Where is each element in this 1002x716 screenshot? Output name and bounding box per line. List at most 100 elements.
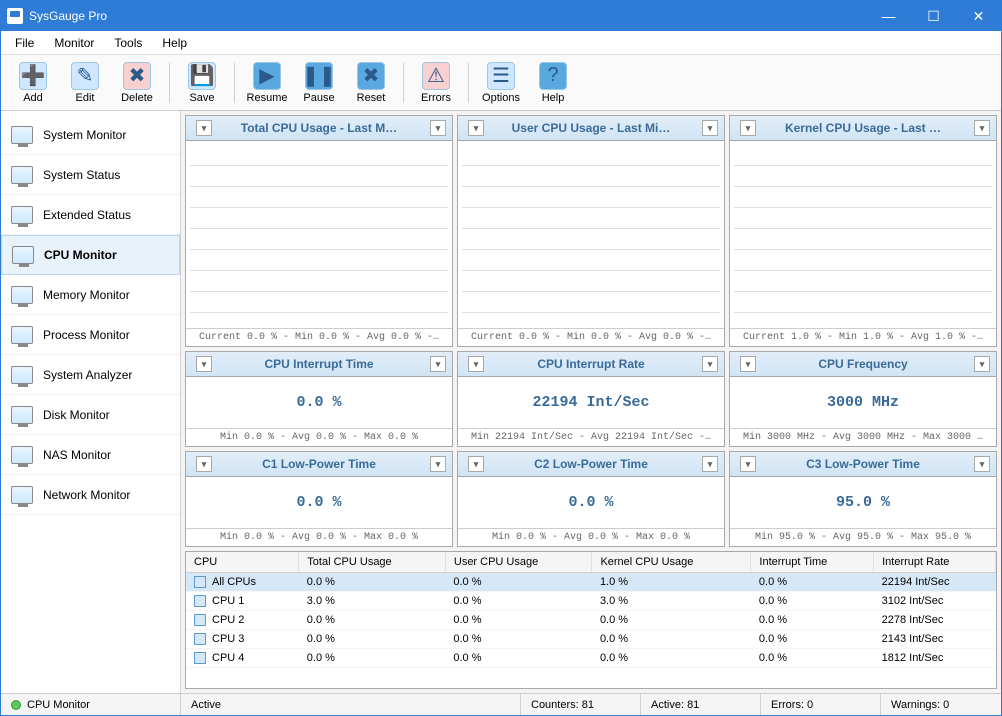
- panel-title: CPU Interrupt Time: [212, 357, 426, 371]
- panel-title: C3 Low-Power Time: [756, 457, 970, 471]
- delete-button[interactable]: ✖Delete: [111, 57, 163, 109]
- table-cell: CPU 2: [186, 611, 299, 630]
- memory-monitor-icon: [11, 286, 33, 304]
- edit-button[interactable]: ✎Edit: [59, 57, 111, 109]
- table-cell: 3102 Int/Sec: [874, 592, 996, 611]
- panel: ▾User CPU Usage - Last Mi…▾Current 0.0 %…: [457, 115, 725, 347]
- sidebar-item-nas-monitor[interactable]: NAS Monitor: [1, 435, 180, 475]
- cpu-table[interactable]: CPUTotal CPU UsageUser CPU UsageKernel C…: [185, 551, 997, 689]
- reset-button[interactable]: ✖Reset: [345, 57, 397, 109]
- menubar: FileMonitorToolsHelp: [1, 31, 1001, 55]
- pause-button[interactable]: ❚❚Pause: [293, 57, 345, 109]
- table-cell: 3.0 %: [299, 592, 446, 611]
- table-cell: 0.0 %: [592, 630, 751, 649]
- reset-icon: ✖: [357, 62, 385, 90]
- table-cell: 0.0 %: [445, 611, 592, 630]
- sidebar-item-label: System Status: [43, 168, 120, 182]
- status-state: Active: [191, 699, 221, 711]
- panel: ▾C3 Low-Power Time▾95.0 %Min 95.0 % - Av…: [729, 451, 997, 547]
- edit-icon: ✎: [71, 62, 99, 90]
- panel-menu-icon[interactable]: ▾: [196, 456, 212, 472]
- column-header[interactable]: Interrupt Time: [751, 552, 874, 573]
- cpu-icon: [194, 652, 206, 664]
- table-row[interactable]: All CPUs0.0 %0.0 %1.0 %0.0 %22194 Int/Se…: [186, 573, 996, 592]
- panel-menu-icon[interactable]: ▾: [740, 120, 756, 136]
- cpu-icon: [194, 614, 206, 626]
- panel-footer: Min 0.0 % - Avg 0.0 % - Max 0.0 %: [186, 528, 452, 546]
- panel-menu-icon[interactable]: ▾: [740, 456, 756, 472]
- panel-menu-icon[interactable]: ▾: [468, 120, 484, 136]
- panel: ▾CPU Interrupt Time▾0.0 %Min 0.0 % - Avg…: [185, 351, 453, 447]
- panel-dropdown-icon[interactable]: ▾: [430, 120, 446, 136]
- panel-dropdown-icon[interactable]: ▾: [974, 356, 990, 372]
- table-cell: 0.0 %: [592, 649, 751, 668]
- table-cell: 1.0 %: [592, 573, 751, 592]
- help-button[interactable]: ?Help: [527, 57, 579, 109]
- panel-menu-icon[interactable]: ▾: [740, 356, 756, 372]
- table-row[interactable]: CPU 30.0 %0.0 %0.0 %0.0 %2143 Int/Sec: [186, 630, 996, 649]
- column-header[interactable]: Interrupt Rate: [874, 552, 996, 573]
- table-cell: 1812 Int/Sec: [874, 649, 996, 668]
- sidebar-item-system-monitor[interactable]: System Monitor: [1, 115, 180, 155]
- panel-footer: Min 0.0 % - Avg 0.0 % - Max 0.0 %: [186, 428, 452, 446]
- sidebar-item-label: Disk Monitor: [43, 408, 110, 422]
- maximize-button[interactable]: ☐: [911, 1, 956, 31]
- titlebar: SysGauge Pro — ☐ ✕: [1, 1, 1001, 31]
- menu-tools[interactable]: Tools: [104, 34, 152, 52]
- sidebar-item-memory-monitor[interactable]: Memory Monitor: [1, 275, 180, 315]
- errors-button[interactable]: ⚠Errors: [410, 57, 462, 109]
- sidebar-item-process-monitor[interactable]: Process Monitor: [1, 315, 180, 355]
- cpu-monitor-icon: [12, 246, 34, 264]
- column-header[interactable]: Total CPU Usage: [299, 552, 446, 573]
- sidebar-item-disk-monitor[interactable]: Disk Monitor: [1, 395, 180, 435]
- table-row[interactable]: CPU 13.0 %0.0 %3.0 %0.0 %3102 Int/Sec: [186, 592, 996, 611]
- panel-footer: Current 1.0 % - Min 1.0 % - Avg 1.0 % -…: [730, 328, 996, 346]
- resume-button[interactable]: ▶Resume: [241, 57, 293, 109]
- sidebar-item-network-monitor[interactable]: Network Monitor: [1, 475, 180, 515]
- panel-dropdown-icon[interactable]: ▾: [702, 456, 718, 472]
- menu-file[interactable]: File: [5, 34, 44, 52]
- sidebar-item-system-status[interactable]: System Status: [1, 155, 180, 195]
- panel-footer: Min 0.0 % - Avg 0.0 % - Max 0.0 %: [458, 528, 724, 546]
- panel-menu-icon[interactable]: ▾: [468, 356, 484, 372]
- panel-footer: Min 3000 MHz - Avg 3000 MHz - Max 3000 …: [730, 428, 996, 446]
- panel-value: 0.0 %: [458, 477, 724, 528]
- panel-value: 0.0 %: [186, 377, 452, 428]
- table-cell: 0.0 %: [299, 630, 446, 649]
- system-status-icon: [11, 166, 33, 184]
- panel-dropdown-icon[interactable]: ▾: [974, 120, 990, 136]
- panel-menu-icon[interactable]: ▾: [196, 356, 212, 372]
- table-cell: 2143 Int/Sec: [874, 630, 996, 649]
- menu-help[interactable]: Help: [152, 34, 197, 52]
- table-row[interactable]: CPU 20.0 %0.0 %0.0 %0.0 %2278 Int/Sec: [186, 611, 996, 630]
- delete-label: Delete: [121, 92, 153, 104]
- network-monitor-icon: [11, 486, 33, 504]
- options-label: Options: [482, 92, 520, 104]
- statusbar: CPU Monitor Active Counters: 81 Active: …: [1, 693, 1001, 715]
- options-button[interactable]: ☰Options: [475, 57, 527, 109]
- process-monitor-icon: [11, 326, 33, 344]
- menu-monitor[interactable]: Monitor: [44, 34, 104, 52]
- panel-dropdown-icon[interactable]: ▾: [974, 456, 990, 472]
- errors-label: Errors: [421, 92, 451, 104]
- panel-menu-icon[interactable]: ▾: [468, 456, 484, 472]
- panel-dropdown-icon[interactable]: ▾: [430, 356, 446, 372]
- table-row[interactable]: CPU 40.0 %0.0 %0.0 %0.0 %1812 Int/Sec: [186, 649, 996, 668]
- save-button[interactable]: 💾Save: [176, 57, 228, 109]
- column-header[interactable]: User CPU Usage: [445, 552, 592, 573]
- panel-dropdown-icon[interactable]: ▾: [702, 356, 718, 372]
- disk-monitor-icon: [11, 406, 33, 424]
- close-button[interactable]: ✕: [956, 1, 1001, 31]
- minimize-button[interactable]: —: [866, 1, 911, 31]
- sidebar-item-cpu-monitor[interactable]: CPU Monitor: [1, 235, 180, 275]
- toolbar: ➕Add✎Edit✖Delete💾Save▶Resume❚❚Pause✖Rese…: [1, 55, 1001, 111]
- panel-menu-icon[interactable]: ▾: [196, 120, 212, 136]
- sidebar-item-system-analyzer[interactable]: System Analyzer: [1, 355, 180, 395]
- column-header[interactable]: CPU: [186, 552, 299, 573]
- panel-dropdown-icon[interactable]: ▾: [702, 120, 718, 136]
- sidebar-item-extended-status[interactable]: Extended Status: [1, 195, 180, 235]
- status-errors: Errors: 0: [771, 699, 813, 711]
- column-header[interactable]: Kernel CPU Usage: [592, 552, 751, 573]
- panel-dropdown-icon[interactable]: ▾: [430, 456, 446, 472]
- add-button[interactable]: ➕Add: [7, 57, 59, 109]
